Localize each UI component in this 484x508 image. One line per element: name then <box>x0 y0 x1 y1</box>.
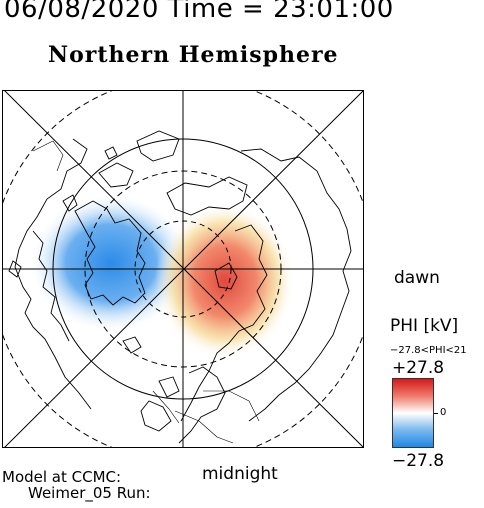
datetime-title: 06/08/2020 Time = 23:01:00 <box>4 0 394 24</box>
hemisphere-title: Northern Hemisphere <box>48 42 339 68</box>
positive-potential-cell <box>155 203 295 359</box>
country-borders <box>32 140 260 444</box>
colorbar-range-text: −27.8<PHI<21 <box>390 345 467 356</box>
model-label-line2: Weimer_05 Run: <box>28 484 151 502</box>
colorbar-title: PHI [kV] <box>390 316 459 336</box>
colorbar <box>392 378 434 448</box>
direction-dawn-label: dawn <box>394 268 440 288</box>
polar-map-panel <box>2 90 364 448</box>
colorbar-max-label: +27.8 <box>392 358 445 378</box>
colorbar-zero-label: 0 <box>440 407 447 418</box>
polar-map <box>3 91 363 447</box>
colorbar-min-label: −27.8 <box>392 451 445 471</box>
negative-potential-cell <box>29 193 193 333</box>
model-label-line1: Model at CCMC: <box>2 468 122 486</box>
colorbar-zero-tick <box>434 413 438 414</box>
direction-midnight-label: midnight <box>202 464 278 484</box>
coastlines <box>8 130 352 444</box>
meridian-diag-2 <box>4 91 363 447</box>
